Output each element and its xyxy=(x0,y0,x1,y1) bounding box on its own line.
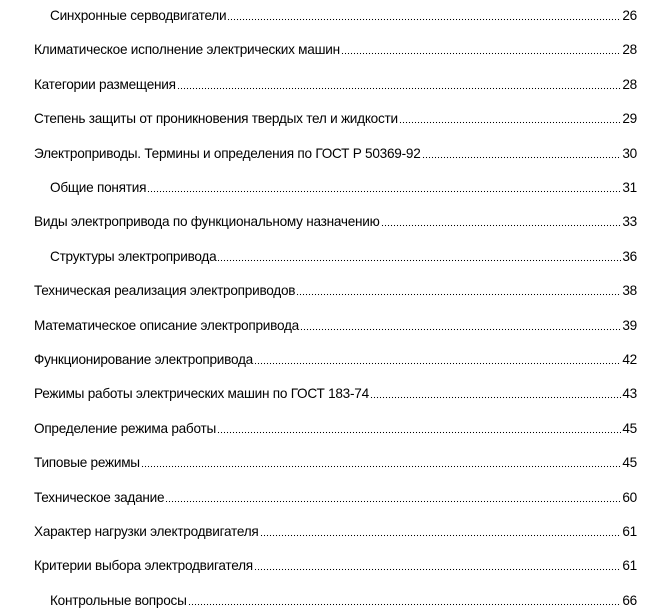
toc-entry-page: 61 xyxy=(622,558,637,574)
toc-entry-page: 66 xyxy=(622,592,637,608)
toc-entry-title: Категории размещения xyxy=(34,76,176,92)
toc-entry[interactable]: Категории размещения 28 xyxy=(34,76,637,94)
toc-entry[interactable]: Режимы работы электрических машин по ГОС… xyxy=(34,385,637,403)
toc-entry-title: Режимы работы электрических машин по ГОС… xyxy=(34,386,369,402)
toc-entry[interactable]: Техническая реализация электроприводов 38 xyxy=(34,282,637,300)
toc-entry-page: 38 xyxy=(622,283,637,299)
toc-entry[interactable]: Техническое задание 60 xyxy=(34,489,637,507)
toc-entry-title: Функционирование электропривода xyxy=(34,352,253,367)
toc-entry-title: Определение режима работы xyxy=(34,420,216,436)
toc-entry-title: Общие понятия xyxy=(50,180,147,195)
toc-entry[interactable]: Функционирование электропривода 42 xyxy=(34,351,637,369)
toc-entry-page: 26 xyxy=(622,8,637,23)
dot-leader xyxy=(421,154,622,159)
dot-leader xyxy=(187,601,622,606)
toc-entry[interactable]: Характер нагрузки электродвигателя 61 xyxy=(34,523,637,541)
toc-entry[interactable]: Критерии выбора электродвигателя 61 xyxy=(34,557,637,575)
toc-entry-page: 45 xyxy=(622,455,637,471)
toc-entry-title: Математическое описание электропривода xyxy=(34,317,299,333)
toc-entry[interactable]: Математическое описание электропривода 39 xyxy=(34,317,637,335)
toc-entry-page: 42 xyxy=(622,352,637,367)
toc-entry-page: 45 xyxy=(622,420,637,436)
toc-entry-page: 31 xyxy=(622,180,637,195)
toc-entry-page: 28 xyxy=(622,42,637,58)
dot-leader xyxy=(259,533,622,537)
toc-entry-page: 30 xyxy=(622,145,637,161)
toc-entry[interactable]: Контрольные вопросы 66 xyxy=(50,592,637,610)
dot-leader xyxy=(340,51,622,56)
toc-entry[interactable]: Климатическое исполнение электрических м… xyxy=(34,41,637,59)
toc-entry-page: 36 xyxy=(622,248,637,264)
dot-leader xyxy=(253,567,622,572)
dot-leader xyxy=(140,464,622,469)
dot-leader xyxy=(216,429,622,434)
toc-entry-title: Виды электропривода по функциональному н… xyxy=(34,214,380,230)
toc-entry-title: Контрольные вопросы xyxy=(50,592,187,608)
toc-entry-title: Техническая реализация электроприводов xyxy=(34,283,296,299)
toc-entry-title: Критерии выбора электродвигателя xyxy=(34,558,253,574)
toc-entry[interactable]: Структуры электропривода 36 xyxy=(50,248,637,266)
toc-entry[interactable]: Синхронные серводвигатели 26 xyxy=(50,7,637,25)
dot-leader xyxy=(176,85,622,90)
toc-entry[interactable]: Электроприводы. Термины и определения по… xyxy=(34,145,637,163)
toc-entry-title: Типовые режимы xyxy=(34,455,140,471)
dot-leader xyxy=(398,120,622,125)
toc-entry-title: Техническое задание xyxy=(34,489,165,505)
toc-entry-title: Степень защиты от проникновения твердых … xyxy=(34,111,398,127)
dot-leader xyxy=(296,292,622,297)
toc-entry-title: Климатическое исполнение электрических м… xyxy=(34,42,340,58)
toc-entry-title: Синхронные серводвигатели xyxy=(50,8,227,23)
toc-entry-page: 43 xyxy=(622,386,637,402)
toc-entry-title: Структуры электропривода xyxy=(50,248,217,264)
toc-entry-page: 60 xyxy=(622,489,637,505)
toc-entry-title: Электроприводы. Термины и определения по… xyxy=(34,145,421,161)
dot-leader xyxy=(147,189,622,193)
dot-leader xyxy=(299,326,622,331)
toc-entry[interactable]: Определение режима работы 45 xyxy=(34,420,637,438)
toc-entry-page: 61 xyxy=(622,524,637,539)
toc-entry[interactable]: Степень защиты от проникновения твердых … xyxy=(34,110,637,128)
dot-leader xyxy=(253,361,622,365)
toc-entry[interactable]: Типовые режимы 45 xyxy=(34,454,637,472)
toc-entry-page: 29 xyxy=(622,111,637,127)
dot-leader xyxy=(165,498,622,503)
toc-entry-page: 39 xyxy=(622,317,637,333)
dot-leader xyxy=(380,223,622,228)
toc-entry-title: Характер нагрузки электродвигателя xyxy=(34,524,259,539)
toc-entry[interactable]: Виды электропривода по функциональному н… xyxy=(34,213,637,231)
dot-leader xyxy=(369,395,622,400)
toc-entry-page: 28 xyxy=(622,76,637,92)
dot-leader xyxy=(227,17,622,21)
toc-entry-page: 33 xyxy=(622,214,637,230)
toc-entry[interactable]: Общие понятия 31 xyxy=(50,179,637,197)
dot-leader xyxy=(217,257,622,262)
